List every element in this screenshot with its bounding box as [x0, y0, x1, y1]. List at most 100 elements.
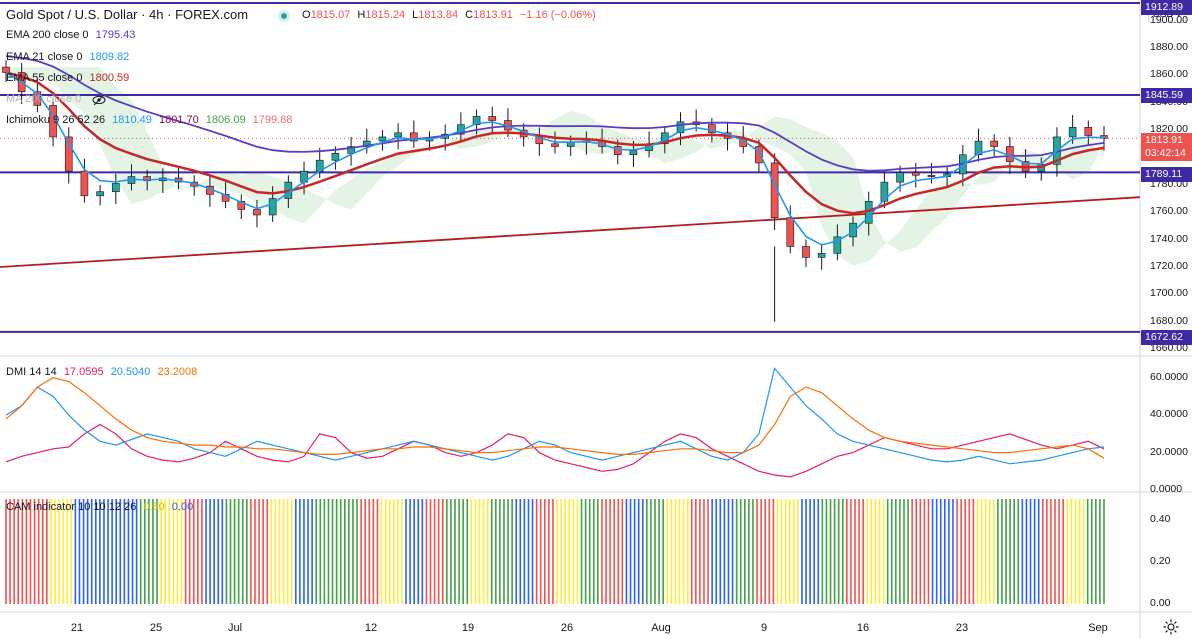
candle-body: [331, 153, 340, 161]
date-tick-label: 23: [955, 622, 969, 634]
candle-body: [1084, 127, 1093, 136]
legend-cam-v2: 0.00: [171, 501, 194, 513]
ohlc-change: −1.16 (−0.06%): [519, 9, 596, 21]
date-tick-label: 9: [760, 622, 768, 634]
price-tick-label: 1740.00: [1150, 232, 1188, 245]
dmi-series-1: [5, 367, 1105, 465]
legend-ema200[interactable]: EMA 200 close 0 1795.43: [6, 27, 139, 43]
legend-cam-label: CAM indicator 10 10 12 26: [6, 501, 137, 513]
date-tick-label: 16: [856, 622, 870, 634]
current-price: 1813.91: [1145, 134, 1183, 146]
legend-ema200-label: EMA 200 close 0: [6, 29, 89, 41]
date-tick-label: 19: [461, 622, 475, 634]
candle-body: [755, 146, 763, 164]
ema55-line: [5, 71, 1105, 215]
ohlc-high: 1815.24: [365, 9, 406, 21]
legend-dmi-v3: 23.2008: [157, 366, 198, 378]
cam-tick-label: 0.40: [1150, 513, 1171, 525]
candle-body: [990, 140, 999, 147]
date-tick-label: Sep: [1088, 622, 1108, 634]
candle-body: [786, 217, 795, 247]
legend-ichimoku-v3: 1806.09: [205, 114, 246, 126]
candle-body: [927, 174, 936, 177]
cam-tick-label: 0.00: [1150, 597, 1171, 609]
candle-body: [974, 140, 983, 156]
legend-cam-v1: 0.50: [143, 501, 165, 513]
candle-body: [378, 136, 387, 142]
date-tick-label: 25: [149, 622, 163, 634]
legend-ema55[interactable]: EMA 55 close 0 1800.59: [6, 70, 133, 86]
level-label-1789: 1789.11: [1141, 167, 1192, 182]
ema200-line: [5, 55, 1105, 172]
dmi-tick-label: 40.0000: [1150, 408, 1188, 421]
candle-body: [80, 170, 89, 197]
settings-gear-icon[interactable]: [1162, 618, 1180, 636]
hidden-eye-icon[interactable]: [92, 94, 106, 106]
candle-body: [268, 198, 277, 216]
price-tick-label: 1680.00: [1150, 314, 1188, 327]
current-price-label: 1813.91 03:42:14: [1141, 133, 1192, 161]
date-tick-label: 26: [560, 622, 574, 634]
dmi-tick-label: 20.0000: [1150, 445, 1188, 458]
price-tick-label: 1900.00: [1150, 13, 1188, 26]
date-tick-label: 12: [364, 622, 378, 634]
legend-cam[interactable]: CAM indicator 10 10 12 26 0.50 0.00: [6, 499, 197, 515]
candle-body: [833, 236, 842, 254]
ohlc-close-key: C: [465, 9, 474, 21]
candle-body: [394, 132, 402, 138]
legend-ema200-value: 1795.43: [95, 29, 136, 41]
legend-ema21[interactable]: EMA 21 close 0 1809.82: [6, 49, 133, 65]
legend-dmi-label: DMI 14 14: [6, 366, 57, 378]
legend-ema21-label: EMA 21 close 0: [6, 51, 83, 63]
candle-body: [64, 136, 73, 172]
legend-ema55-label: EMA 55 close 0: [6, 72, 83, 84]
candle-body: [472, 116, 481, 125]
legend-ma200[interactable]: MA 200 close 0: [6, 91, 85, 107]
candle-body: [237, 200, 246, 210]
price-tick-label: 1700.00: [1150, 287, 1188, 300]
candle-body: [1068, 127, 1077, 138]
price-tick-label: 1860.00: [1150, 68, 1188, 81]
price-tick-label: 1720.00: [1150, 260, 1188, 272]
legend-ema21-value: 1809.82: [89, 51, 130, 63]
legend-ichimoku[interactable]: Ichimoku 9 26 52 26 1810.49 1801.70 1806…: [6, 112, 296, 128]
cam-tick-label: 0.20: [1150, 555, 1171, 567]
candle-body: [551, 143, 559, 147]
trendline: [0, 196, 1141, 268]
candle-body: [817, 253, 826, 258]
candle-body: [802, 246, 810, 258]
candle-body: [2, 66, 10, 73]
price-tick-label: 1760.00: [1150, 205, 1188, 218]
candle-body: [629, 150, 638, 156]
ohlc-open: 1815.07: [310, 9, 351, 21]
candle-body: [488, 116, 497, 121]
dmi-tick-label: 60.0000: [1150, 370, 1188, 383]
candle-body: [566, 142, 575, 147]
level-label-1672: 1672.62: [1141, 330, 1192, 345]
date-tick-label: Aug: [651, 622, 671, 634]
ohlc-low: 1813.84: [418, 9, 459, 21]
ohlc-open-key: O: [302, 9, 311, 21]
dmi-tick-label: 0.0000: [1150, 483, 1183, 495]
ohlc-low-key: L: [412, 9, 419, 21]
candle-body: [849, 222, 857, 238]
market-status-icon: [278, 10, 290, 22]
ohlc-readout: O1815.07 H1815.24 L1813.84 C1813.91 −1.1…: [302, 9, 600, 21]
ohlc-close: 1813.91: [473, 9, 513, 21]
legend-ichimoku-label: Ichimoku 9 26 52 26: [6, 114, 106, 126]
legend-ichimoku-v1: 1810.49: [112, 114, 152, 126]
legend-ichimoku-v4: 1799.88: [252, 114, 293, 126]
ohlc-high-key: H: [357, 9, 366, 21]
legend-ma200-label: MA 200 close 0: [6, 93, 82, 105]
candle-body: [410, 132, 418, 142]
level-label-1845: 1845.59: [1141, 88, 1192, 103]
price-tick-label: 1820.00: [1150, 123, 1188, 136]
dmi-series-2: [5, 377, 1105, 459]
legend-dmi-v2: 20.5040: [110, 366, 151, 378]
legend-dmi[interactable]: DMI 14 14 17.0595 20.5040 23.2008: [6, 364, 201, 380]
symbol-title[interactable]: Gold Spot / U.S. Dollar · 4h · FOREX.com: [6, 7, 249, 22]
ema21-line: [5, 71, 1105, 246]
legend-ema55-value: 1800.59: [89, 72, 130, 84]
